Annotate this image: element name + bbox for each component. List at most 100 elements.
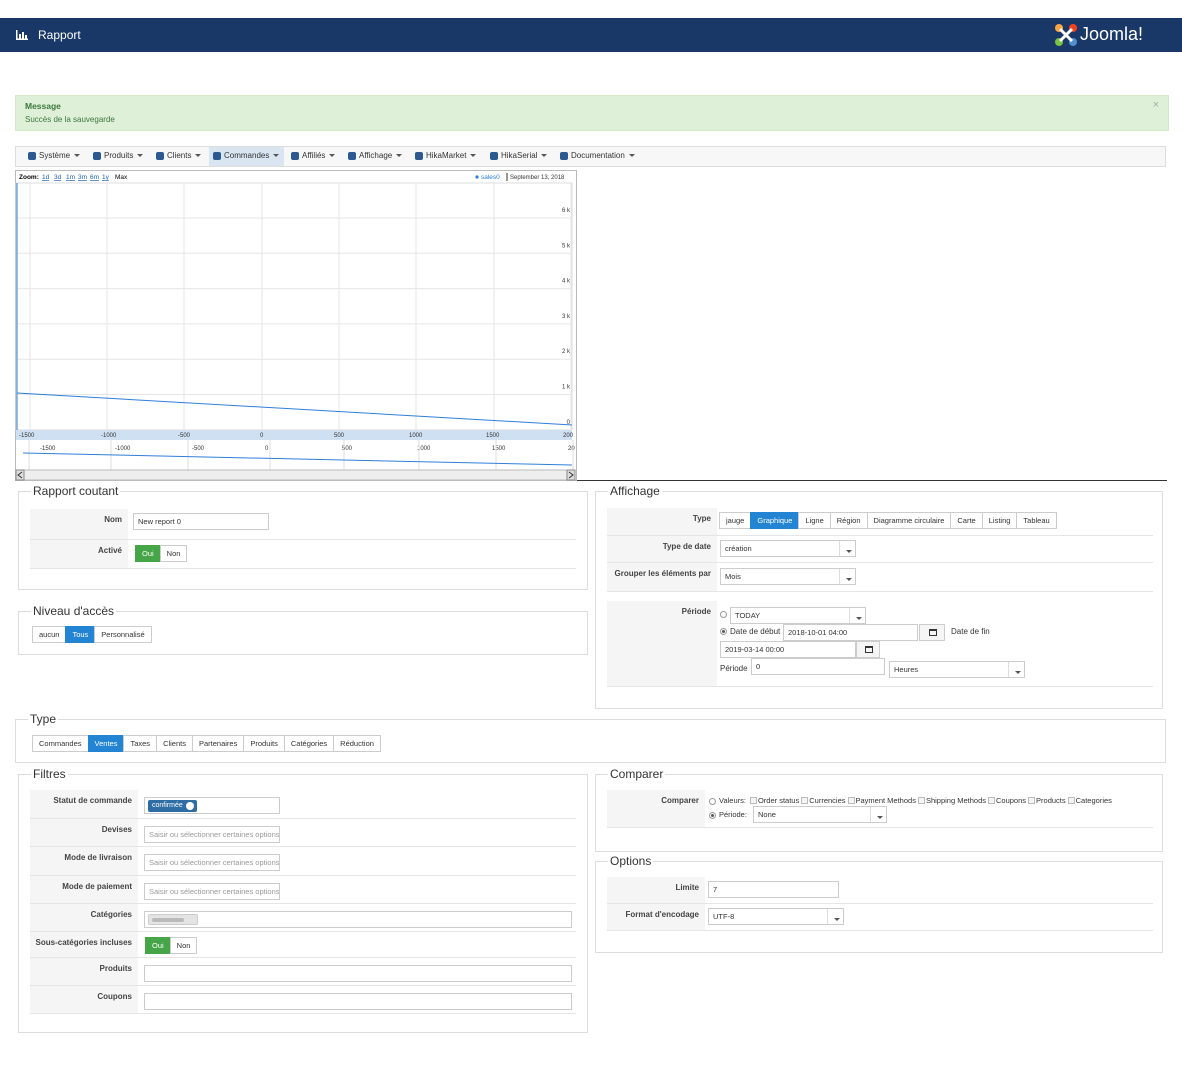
menu-item[interactable]: Clients bbox=[152, 147, 206, 166]
row-line bbox=[30, 1013, 576, 1014]
toggle-button[interactable]: Région bbox=[829, 512, 868, 529]
toggle-button[interactable]: Graphique bbox=[750, 512, 800, 529]
toggle-button[interactable]: Ventes bbox=[87, 735, 125, 752]
tag-input[interactable]: confirmée bbox=[144, 797, 280, 814]
menu-item[interactable]: Affiliés bbox=[287, 147, 340, 166]
scroll-left[interactable] bbox=[15, 469, 25, 481]
compare-period-select[interactable]: None bbox=[753, 806, 887, 823]
select-input[interactable]: Saisir ou sélectionner certaines options bbox=[144, 826, 280, 843]
checkbox[interactable] bbox=[801, 797, 809, 804]
toggle-button[interactable]: Taxes bbox=[123, 735, 158, 752]
navigator-label: -1500 bbox=[40, 446, 56, 452]
navigator-label: 1000 bbox=[417, 446, 431, 452]
zoom-link[interactable]: 6m bbox=[90, 174, 99, 181]
caret bbox=[541, 154, 548, 158]
wide-input[interactable] bbox=[144, 965, 572, 982]
row-label: Devises bbox=[101, 825, 132, 834]
radio-dot bbox=[711, 814, 714, 817]
period-label: Période: bbox=[719, 810, 747, 819]
toggle-button[interactable]: Non bbox=[159, 545, 188, 562]
group-select[interactable]: Mois bbox=[720, 568, 856, 585]
tag[interactable]: confirmée bbox=[148, 800, 197, 812]
checkbox[interactable] bbox=[749, 797, 757, 804]
limit-input[interactable]: 7 bbox=[708, 881, 839, 898]
checkbox[interactable] bbox=[1067, 797, 1075, 804]
navigator-label: 1500 bbox=[492, 446, 506, 452]
toggle-button[interactable]: Oui bbox=[145, 937, 171, 954]
checkbox[interactable] bbox=[988, 797, 995, 804]
menu-item[interactable]: Affichage bbox=[344, 147, 407, 166]
toggle-button[interactable]: aucun bbox=[32, 626, 67, 643]
message-text: Succès de la sauvegarde bbox=[25, 115, 115, 124]
radio[interactable] bbox=[709, 798, 716, 805]
values-label: Valeurs: bbox=[719, 796, 746, 805]
menu-label: Documentation bbox=[571, 151, 625, 160]
radio[interactable] bbox=[709, 812, 716, 819]
row-label: Activé bbox=[97, 546, 122, 555]
toggle-button[interactable]: Carte bbox=[950, 512, 983, 529]
button-group: Oui Non bbox=[145, 937, 198, 954]
row-label: Statut de commande bbox=[53, 796, 132, 805]
name-input[interactable]: New report 0 bbox=[133, 513, 269, 530]
wide-input[interactable] bbox=[144, 993, 572, 1010]
x-tick-label: -500 bbox=[178, 433, 191, 439]
row-line bbox=[607, 930, 1153, 931]
select-input[interactable]: Saisir ou sélectionner certaines options bbox=[144, 883, 280, 900]
zoom-link[interactable]: 1d bbox=[42, 174, 50, 181]
calendar-button[interactable] bbox=[856, 641, 880, 658]
menu-item[interactable]: HikaSerial bbox=[486, 147, 552, 166]
toggle-button[interactable]: Réduction bbox=[333, 735, 381, 752]
date-type-select[interactable]: création bbox=[720, 540, 856, 557]
menu-item[interactable]: Produits bbox=[89, 147, 148, 166]
row-label: Catégories bbox=[90, 910, 132, 919]
toggle-button[interactable]: Tableau bbox=[1016, 512, 1057, 529]
close-button[interactable]: × bbox=[1152, 99, 1159, 111]
zoom-link[interactable]: 3d bbox=[54, 174, 62, 181]
checkbox[interactable] bbox=[917, 797, 925, 804]
row-label: Produits bbox=[99, 964, 132, 973]
checkbox[interactable] bbox=[847, 797, 855, 804]
zoom-link[interactable]: Max bbox=[115, 174, 128, 181]
toggle-button[interactable]: Listing bbox=[981, 512, 1018, 529]
toggle-button[interactable]: Ligne bbox=[798, 512, 831, 529]
menu-item[interactable]: Système bbox=[24, 147, 85, 166]
toggle-button[interactable]: Commandes bbox=[32, 735, 89, 752]
start-input[interactable]: 2018-10-01 04:00 bbox=[783, 624, 918, 641]
tag[interactable] bbox=[148, 914, 198, 925]
period-value-input[interactable]: 0 bbox=[751, 658, 885, 675]
toggle-button[interactable]: Diagramme circulaire bbox=[866, 512, 952, 529]
toggle-button[interactable]: Produits bbox=[243, 735, 285, 752]
end-input[interactable]: 2019-03-14 00:00 bbox=[720, 641, 856, 658]
toggle-button[interactable]: Partenaires bbox=[192, 735, 245, 752]
caret bbox=[846, 549, 852, 553]
menu-item[interactable]: Commandes bbox=[209, 147, 285, 166]
scroll-right[interactable] bbox=[566, 469, 576, 481]
value-label: Categories bbox=[1075, 796, 1112, 805]
zoom-link[interactable]: 3m bbox=[78, 174, 87, 181]
toggle-button[interactable]: Tous bbox=[65, 626, 96, 643]
zoom-link[interactable]: 1m bbox=[66, 174, 75, 181]
value-label: Products bbox=[1036, 796, 1066, 805]
calendar-button[interactable] bbox=[919, 624, 945, 641]
encoding-select[interactable]: UTF-8 bbox=[708, 908, 844, 925]
toggle-button[interactable]: Catégories bbox=[283, 735, 335, 752]
caret bbox=[137, 154, 144, 158]
checkbox[interactable] bbox=[1028, 797, 1036, 804]
toggle-button[interactable]: Clients bbox=[156, 735, 193, 752]
toggle-button[interactable]: jauge bbox=[719, 512, 752, 529]
navigator-label: 20 bbox=[568, 446, 575, 452]
menu-item[interactable]: Documentation bbox=[556, 147, 640, 166]
radio[interactable] bbox=[720, 628, 727, 635]
period-unit-select[interactable]: Heures bbox=[889, 661, 1025, 678]
radio[interactable] bbox=[720, 611, 727, 618]
menu-item[interactable]: HikaMarket bbox=[411, 147, 481, 166]
menu-icon bbox=[291, 152, 299, 160]
select-input[interactable]: Saisir ou sélectionner certaines options bbox=[144, 854, 280, 871]
toggle-button[interactable]: Oui bbox=[135, 545, 161, 562]
zoom-link[interactable]: 1y bbox=[102, 174, 110, 181]
type-fieldset: Type Commandes Ventes Taxes Clients Partenair… bbox=[15, 712, 1166, 763]
toggle-button[interactable]: Non bbox=[169, 937, 198, 954]
period-select[interactable]: TODAY bbox=[730, 607, 866, 624]
wide-input[interactable] bbox=[144, 911, 572, 928]
toggle-button[interactable]: Personnalisé bbox=[94, 626, 152, 643]
